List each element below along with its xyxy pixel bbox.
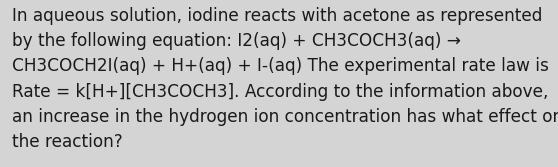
Text: In aqueous solution, iodine reacts with acetone as represented
by the following : In aqueous solution, iodine reacts with … — [12, 7, 558, 151]
